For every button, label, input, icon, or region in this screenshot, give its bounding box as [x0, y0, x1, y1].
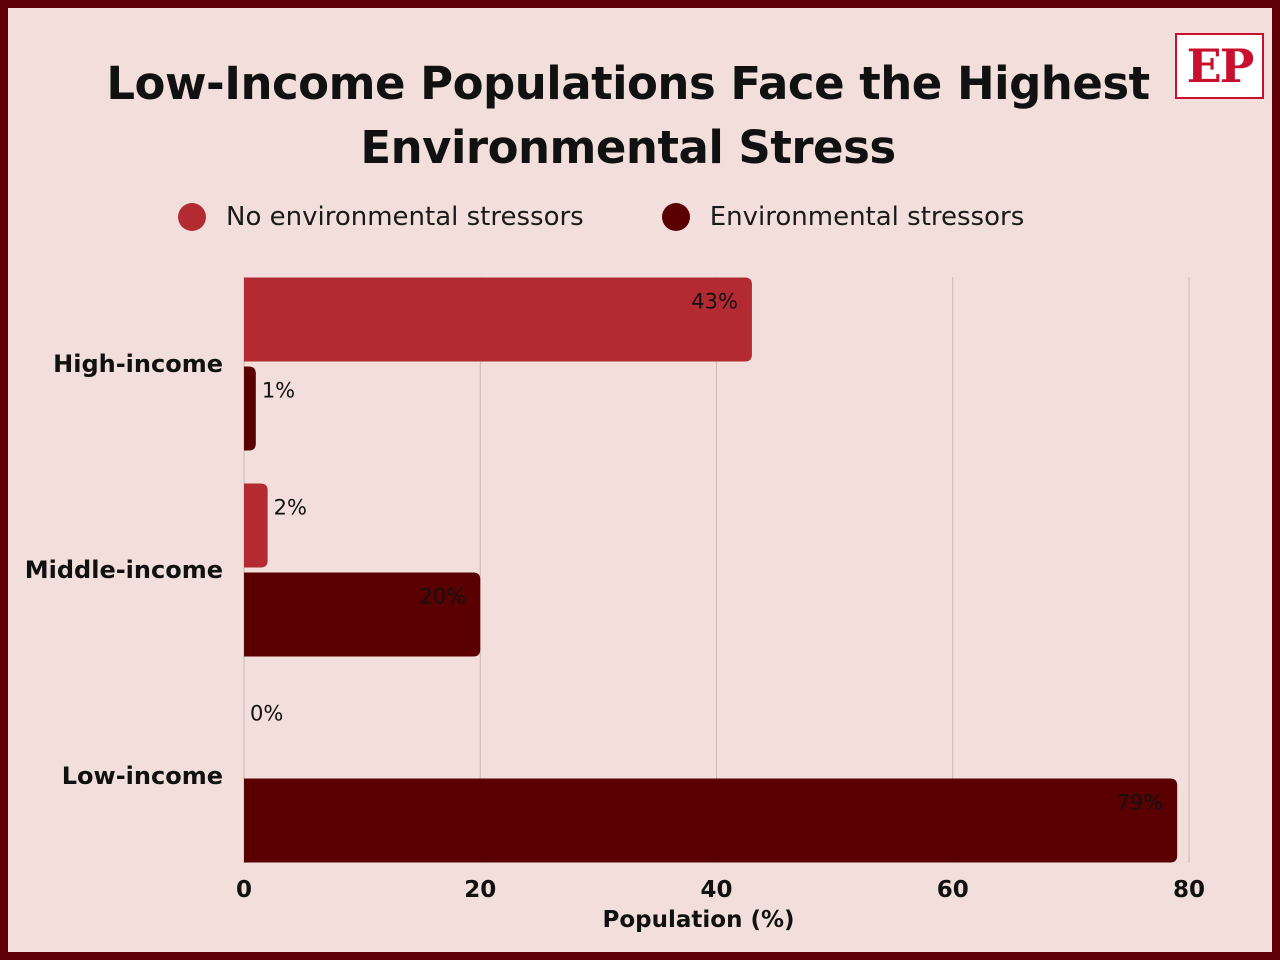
chart-title: Low-Income Populations Face the Highest …	[68, 52, 1188, 180]
chart-title-line-2: Environmental Stress	[360, 121, 896, 174]
bar-label-no-stressors-middle-income: 2%	[274, 496, 307, 520]
legend-swatch-stressors	[661, 203, 690, 231]
ep-logo-text: EP	[1186, 39, 1255, 93]
bar-stressors-low-income	[244, 778, 1178, 863]
legend-label-no-stressors: No environmental stressors	[226, 202, 584, 232]
x-tick-label-0: 0	[236, 877, 252, 903]
bar-stressors-high-income	[244, 366, 256, 451]
category-label-low-income: Low-income	[62, 762, 223, 790]
bar-no-stressors-high-income	[244, 277, 752, 362]
bar-chart: 0 20 40 60 80 Population (%) High-income 43% 1% M…	[25, 277, 1205, 933]
x-tick-label-60: 60	[937, 877, 969, 903]
bar-label-stressors-middle-income: 20%	[420, 585, 467, 609]
bar-no-stressors-middle-income	[244, 483, 268, 568]
category-label-high-income: High-income	[53, 350, 223, 378]
bar-stressors-middle-income	[244, 572, 481, 657]
legend-label-stressors: Environmental stressors	[709, 202, 1025, 232]
chart-title-line-1: Low-Income Populations Face the Highest	[106, 57, 1150, 110]
chart-legend: No environmental stressors Environmental…	[178, 198, 1024, 236]
x-axis-title: Population (%)	[602, 907, 794, 933]
x-tick-label-20: 20	[464, 877, 496, 903]
x-tick-label-40: 40	[700, 877, 732, 903]
bar-label-no-stressors-high-income: 43%	[691, 290, 738, 314]
bar-label-no-stressors-low-income: 0%	[250, 702, 283, 726]
legend-swatch-no-stressors	[178, 203, 206, 231]
bar-label-stressors-high-income: 1%	[262, 379, 295, 403]
bar-label-stressors-low-income: 79%	[1117, 791, 1164, 815]
category-label-middle-income: Middle-income	[25, 556, 223, 584]
x-tick-label-80: 80	[1173, 877, 1205, 903]
legend-item-stressors: Environmental stressors	[661, 202, 1025, 232]
ep-logo: EP	[1175, 33, 1264, 99]
legend-item-no-stressors: No environmental stressors	[178, 202, 584, 232]
